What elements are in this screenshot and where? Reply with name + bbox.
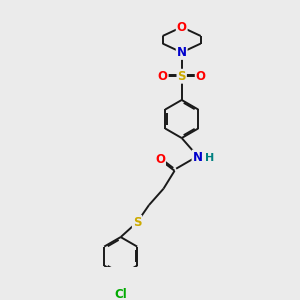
- Text: Cl: Cl: [114, 288, 127, 300]
- Text: O: O: [196, 70, 206, 83]
- Text: S: S: [177, 70, 186, 83]
- Text: N: N: [193, 151, 202, 164]
- Text: O: O: [155, 153, 165, 166]
- Text: N: N: [177, 46, 187, 59]
- Text: O: O: [177, 21, 187, 34]
- Text: O: O: [158, 70, 168, 83]
- Text: H: H: [205, 153, 214, 164]
- Text: S: S: [133, 216, 141, 229]
